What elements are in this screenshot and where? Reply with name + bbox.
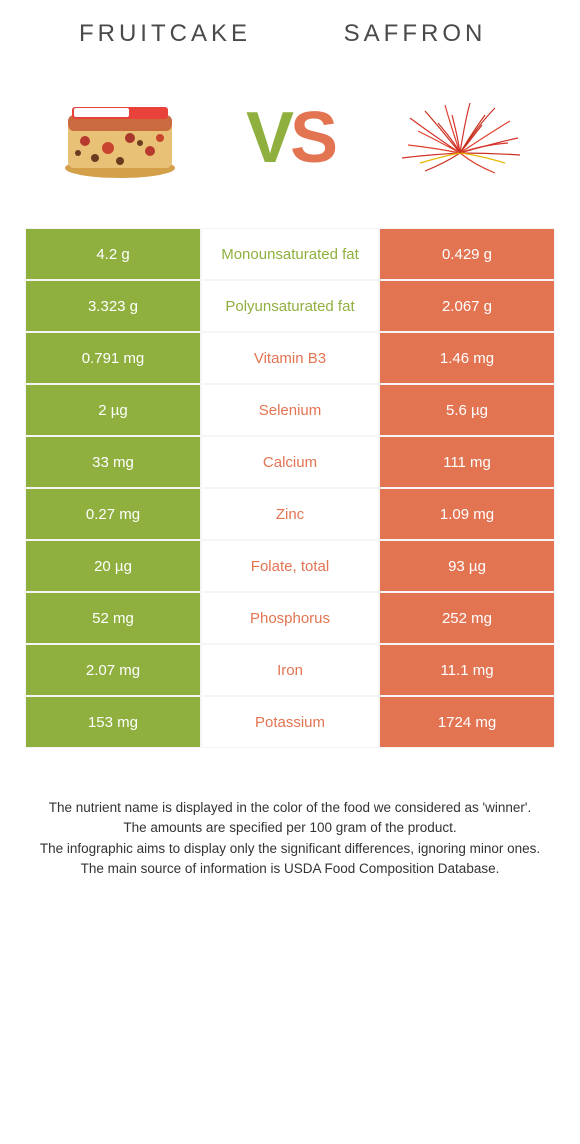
nutrient-row: 0.791 mgVitamin B31.46 mg [25, 332, 555, 384]
left-value: 153 mg [25, 696, 201, 748]
nutrient-row: 3.323 gPolyunsaturated fat2.067 g [25, 280, 555, 332]
nutrient-name: Calcium [201, 436, 379, 488]
nutrient-row: 20 µgFolate, total93 µg [25, 540, 555, 592]
right-value: 11.1 mg [379, 644, 555, 696]
nutrient-row: 33 mgCalcium111 mg [25, 436, 555, 488]
left-value: 4.2 g [25, 228, 201, 280]
nutrient-name: Zinc [201, 488, 379, 540]
nutrient-name: Potassium [201, 696, 379, 748]
nutrient-row: 2.07 mgIron11.1 mg [25, 644, 555, 696]
left-value: 2.07 mg [25, 644, 201, 696]
right-value: 252 mg [379, 592, 555, 644]
vs-label: VS [246, 97, 334, 179]
left-value: 20 µg [25, 540, 201, 592]
left-value: 3.323 g [25, 280, 201, 332]
right-value: 2.067 g [379, 280, 555, 332]
nutrient-row: 4.2 gMonounsaturated fat0.429 g [25, 228, 555, 280]
right-value: 1724 mg [379, 696, 555, 748]
right-value: 5.6 µg [379, 384, 555, 436]
nutrient-row: 2 µgSelenium5.6 µg [25, 384, 555, 436]
nutrient-row: 0.27 mgZinc1.09 mg [25, 488, 555, 540]
nutrient-name: Selenium [201, 384, 379, 436]
right-value: 0.429 g [379, 228, 555, 280]
right-value: 111 mg [379, 436, 555, 488]
footer-line: The main source of information is USDA F… [30, 859, 550, 879]
nutrient-name: Folate, total [201, 540, 379, 592]
left-value: 52 mg [25, 592, 201, 644]
nutrient-row: 52 mgPhosphorus252 mg [25, 592, 555, 644]
left-food-title: Fruitcake [40, 20, 290, 48]
footer-line: The amounts are specified per 100 gram o… [30, 818, 550, 838]
left-value: 0.27 mg [25, 488, 201, 540]
nutrient-name: Iron [201, 644, 379, 696]
nutrient-name: Phosphorus [201, 592, 379, 644]
fruitcake-image [45, 88, 195, 188]
nutrient-name: Monounsaturated fat [201, 228, 379, 280]
footer-line: The infographic aims to display only the… [30, 839, 550, 859]
footer-notes: The nutrient name is displayed in the co… [0, 748, 580, 879]
right-value: 93 µg [379, 540, 555, 592]
left-value: 2 µg [25, 384, 201, 436]
right-food-title: Saffron [290, 20, 540, 48]
vs-v-letter: V [246, 97, 290, 179]
header: Fruitcake Saffron [0, 0, 580, 58]
vs-s-letter: S [290, 97, 334, 179]
nutrient-name: Vitamin B3 [201, 332, 379, 384]
right-value: 1.09 mg [379, 488, 555, 540]
nutrient-table: 4.2 gMonounsaturated fat0.429 g3.323 gPo… [25, 228, 555, 748]
nutrient-name: Polyunsaturated fat [201, 280, 379, 332]
nutrient-row: 153 mgPotassium1724 mg [25, 696, 555, 748]
saffron-image [385, 88, 535, 188]
left-value: 33 mg [25, 436, 201, 488]
left-value: 0.791 mg [25, 332, 201, 384]
right-value: 1.46 mg [379, 332, 555, 384]
footer-line: The nutrient name is displayed in the co… [30, 798, 550, 818]
images-row: VS [0, 58, 580, 228]
